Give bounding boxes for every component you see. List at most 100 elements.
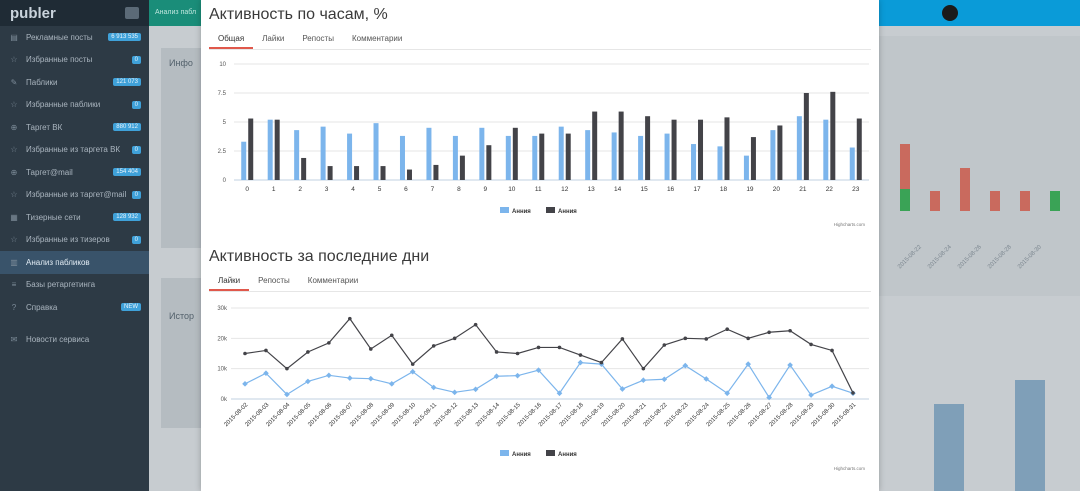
point-series-b[interactable] [389, 333, 394, 338]
point-series-a[interactable] [682, 362, 689, 369]
point-series-a[interactable] [703, 376, 710, 382]
bar-series-a[interactable] [532, 135, 538, 180]
bar-series-b[interactable] [248, 118, 254, 180]
bar-series-a[interactable] [452, 135, 458, 180]
bar-series-a[interactable] [426, 127, 432, 180]
bar-series-a[interactable] [320, 126, 326, 180]
point-series-b[interactable] [599, 360, 604, 365]
sidebar-item[interactable]: ⊕ Таргет@mail 154 404 [0, 161, 149, 184]
bar-series-a[interactable] [770, 130, 776, 180]
point-series-a[interactable] [724, 390, 731, 397]
point-series-b[interactable] [809, 342, 813, 347]
bar-series-a[interactable] [638, 135, 644, 180]
tab-2[interactable]: Репосты [302, 34, 334, 43]
brand-logo[interactable]: publer [10, 4, 56, 22]
point-series-b[interactable] [410, 362, 415, 366]
bar-series-b[interactable] [327, 166, 333, 180]
point-series-a[interactable] [305, 378, 311, 385]
sidebar-item[interactable]: ▤ Рекламные посты 6 913 535 [0, 26, 149, 49]
highcharts-credit[interactable]: Highcharts.com [834, 222, 866, 227]
point-series-b[interactable] [327, 341, 331, 345]
point-series-a[interactable] [367, 375, 374, 382]
bar-series-a[interactable] [611, 132, 617, 180]
bar-series-a[interactable] [267, 119, 273, 180]
sidebar-item[interactable]: ? Справка NEW [0, 296, 149, 319]
point-series-b[interactable] [348, 316, 352, 321]
point-series-a[interactable] [640, 377, 647, 384]
bar-series-b[interactable] [459, 155, 465, 180]
bar-series-a[interactable] [717, 146, 723, 180]
point-series-b[interactable] [620, 337, 625, 341]
point-series-b[interactable] [557, 345, 562, 350]
sidebar-item[interactable]: ⊕ Таргет ВК 880 912 [0, 116, 149, 139]
legend-label-a[interactable]: Анния [512, 452, 531, 458]
bar-series-b[interactable] [803, 93, 809, 180]
point-series-a[interactable] [808, 392, 814, 398]
point-series-a[interactable] [388, 381, 395, 387]
point-series-a[interactable] [766, 394, 772, 401]
bar-series-a[interactable] [505, 135, 511, 180]
point-series-b[interactable] [536, 345, 541, 350]
legend-label-b[interactable]: Анния [558, 452, 577, 458]
point-series-b[interactable] [704, 337, 709, 341]
point-series-a[interactable] [535, 367, 542, 374]
legend-label-b[interactable]: Анния [558, 209, 577, 215]
bar-series-b[interactable] [301, 157, 307, 180]
point-series-a[interactable] [242, 381, 248, 387]
sidebar-item[interactable]: ✉ Новости сервиса [0, 329, 149, 352]
sidebar-item[interactable]: ☆ Избранные из тизеров 0 [0, 229, 149, 252]
point-series-b[interactable] [662, 343, 667, 347]
point-series-a[interactable] [430, 384, 437, 391]
bar-series-b[interactable] [433, 164, 439, 180]
point-series-b[interactable] [830, 348, 834, 353]
legend-swatch-a[interactable] [500, 450, 509, 456]
bar-series-a[interactable] [585, 130, 591, 180]
bar-series-b[interactable] [539, 133, 545, 180]
point-series-a[interactable] [284, 391, 290, 398]
point-series-a[interactable] [346, 375, 353, 381]
point-series-a[interactable] [326, 372, 332, 379]
bar-series-a[interactable] [399, 135, 405, 180]
legend-swatch-a[interactable] [500, 207, 509, 213]
bar-series-b[interactable] [698, 119, 704, 180]
point-series-b[interactable] [431, 344, 436, 348]
point-series-a[interactable] [409, 368, 416, 375]
point-series-b[interactable] [641, 366, 646, 371]
tab-3[interactable]: Комментарии [351, 34, 403, 43]
bar-series-b[interactable] [856, 118, 862, 180]
point-series-b[interactable] [368, 347, 373, 351]
bar-series-a[interactable] [558, 126, 564, 180]
point-series-b[interactable] [494, 350, 499, 354]
point-series-b[interactable] [243, 351, 247, 356]
bar-series-b[interactable] [750, 137, 756, 180]
point-series-a[interactable] [556, 390, 563, 397]
bar-series-b[interactable] [380, 166, 386, 180]
bar-series-a[interactable] [373, 123, 379, 180]
point-series-a[interactable] [829, 383, 835, 390]
point-series-b[interactable] [515, 351, 520, 356]
bar-series-a[interactable] [796, 116, 802, 180]
sidebar-item[interactable]: ☆ Избранные паблики 0 [0, 94, 149, 117]
bar-series-a[interactable] [347, 133, 353, 180]
point-series-b[interactable] [767, 330, 771, 335]
point-series-b[interactable] [683, 336, 688, 341]
legend-swatch-b[interactable] [546, 207, 555, 213]
point-series-b[interactable] [306, 350, 310, 354]
bar-series-b[interactable] [512, 127, 518, 180]
bar-series-a[interactable] [664, 133, 670, 180]
bar-series-a[interactable] [691, 144, 697, 180]
point-series-b[interactable] [725, 327, 730, 332]
point-series-b[interactable] [264, 348, 268, 353]
sidebar-item[interactable]: ☆ Избранные из таргет@mail 0 [0, 184, 149, 207]
sidebar-item[interactable]: ☆ Избранные посты 0 [0, 49, 149, 72]
page-breadcrumb[interactable]: Анализ пабл [149, 0, 201, 26]
point-series-b[interactable] [473, 322, 478, 327]
menu-toggle-icon[interactable] [125, 7, 139, 19]
point-series-b[interactable] [452, 336, 457, 341]
point-series-b[interactable] [788, 328, 792, 333]
bar-series-b[interactable] [274, 119, 280, 180]
legend-label-a[interactable]: Анния [512, 209, 531, 215]
bar-series-b[interactable] [830, 91, 836, 180]
bar-series-b[interactable] [724, 117, 730, 180]
sidebar-item[interactable]: ☆ Избранные из таргета ВК 0 [0, 139, 149, 162]
